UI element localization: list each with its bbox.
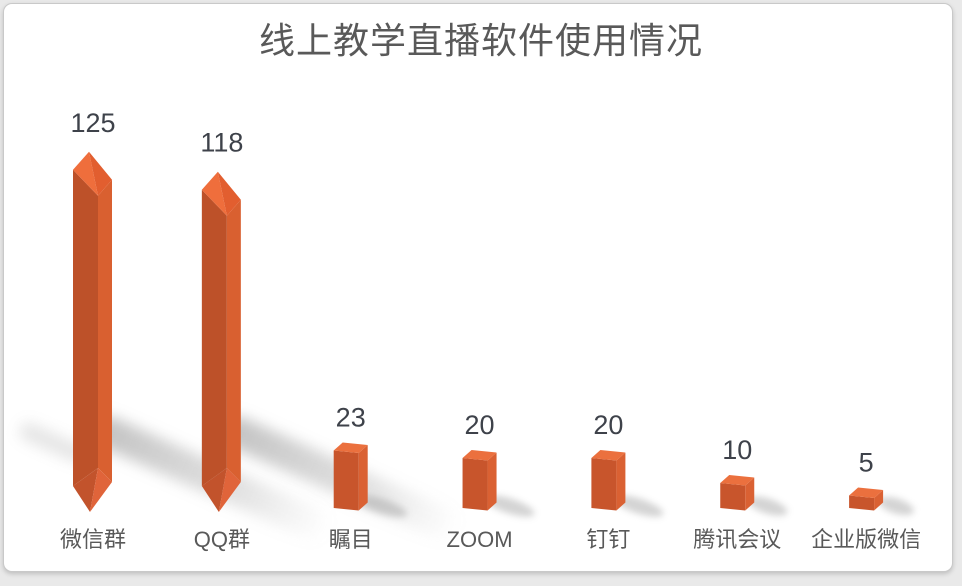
category-label: 腾讯会议 [693, 527, 781, 552]
bar-column[interactable] [333, 442, 368, 511]
value-label: 20 [465, 410, 495, 440]
bar-column[interactable] [73, 151, 112, 512]
bar-column[interactable] [462, 450, 497, 511]
bar-column[interactable] [591, 450, 626, 511]
category-label: 钉钉 [586, 527, 630, 552]
bar-column[interactable] [720, 475, 755, 511]
value-label: 10 [722, 435, 752, 465]
value-label: 20 [593, 410, 623, 440]
chart-title: 线上教学直播软件使用情况 [258, 20, 703, 61]
bars [73, 151, 884, 512]
category-label: 企业版微信 [811, 527, 921, 552]
category-label: ZOOM [447, 527, 513, 552]
chart-labels: 125 微信群 118 QQ群 23 瞩目 20 ZOOM 20 钉钉 10 腾讯会议 5 企业版微信 [60, 108, 921, 552]
value-label: 118 [200, 128, 243, 158]
bar-column[interactable] [201, 171, 241, 512]
value-label: 23 [336, 403, 366, 433]
value-label: 5 [859, 448, 874, 478]
category-label: QQ群 [194, 527, 250, 552]
category-label: 微信群 [60, 527, 126, 552]
category-label: 瞩目 [329, 527, 373, 552]
value-label: 125 [70, 108, 115, 138]
bar-column[interactable] [849, 487, 884, 511]
